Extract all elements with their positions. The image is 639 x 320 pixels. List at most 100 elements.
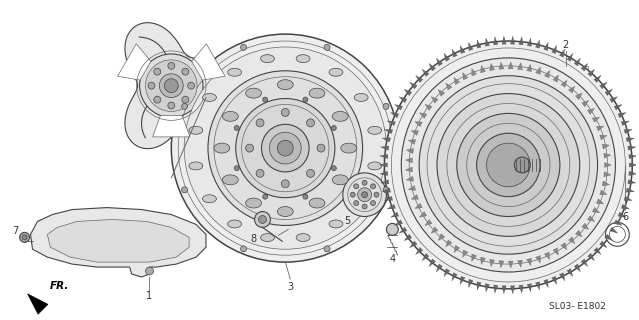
Ellipse shape [358,188,371,202]
Polygon shape [610,227,618,233]
Ellipse shape [181,187,187,193]
Polygon shape [406,176,413,181]
Polygon shape [452,273,458,281]
Polygon shape [404,89,412,96]
Polygon shape [605,234,613,241]
Polygon shape [569,86,575,93]
Polygon shape [408,186,415,190]
Polygon shape [551,45,557,54]
Polygon shape [567,268,573,276]
Polygon shape [499,261,504,268]
Ellipse shape [324,44,330,50]
Ellipse shape [154,68,161,75]
Polygon shape [493,285,498,293]
Polygon shape [406,148,413,154]
Polygon shape [561,80,567,87]
Polygon shape [626,188,635,192]
Ellipse shape [354,201,358,205]
Polygon shape [381,146,389,150]
Polygon shape [567,53,573,61]
Polygon shape [394,104,403,110]
Polygon shape [411,131,419,135]
Polygon shape [410,241,417,248]
Polygon shape [415,203,422,208]
Ellipse shape [303,194,308,199]
Polygon shape [502,36,506,44]
Polygon shape [544,252,550,260]
Ellipse shape [20,232,29,242]
Polygon shape [399,227,407,233]
Ellipse shape [332,175,348,185]
Ellipse shape [235,125,239,131]
Polygon shape [596,199,604,204]
Polygon shape [544,42,548,51]
Polygon shape [477,282,481,290]
Polygon shape [535,256,541,263]
Polygon shape [419,113,427,118]
Polygon shape [629,171,637,175]
Polygon shape [438,90,445,96]
Ellipse shape [401,58,615,272]
Polygon shape [429,259,436,267]
Polygon shape [599,241,607,248]
Polygon shape [387,204,396,209]
Ellipse shape [263,97,268,102]
Polygon shape [624,129,632,134]
Polygon shape [415,122,422,127]
Polygon shape [446,240,452,247]
Polygon shape [472,68,477,76]
Ellipse shape [182,68,189,75]
Ellipse shape [203,93,217,101]
Polygon shape [489,63,495,71]
Ellipse shape [514,157,530,173]
Ellipse shape [227,68,242,76]
Polygon shape [489,259,495,267]
Polygon shape [626,138,635,142]
Polygon shape [404,234,412,241]
Polygon shape [419,212,427,217]
Text: 1: 1 [146,291,153,301]
Ellipse shape [383,187,389,193]
Text: 7: 7 [13,226,19,236]
Ellipse shape [188,82,195,89]
Polygon shape [485,38,489,46]
Ellipse shape [261,234,274,242]
Text: 8: 8 [250,234,257,244]
Polygon shape [118,44,151,80]
Polygon shape [527,64,532,72]
Ellipse shape [343,173,387,217]
Polygon shape [581,223,589,229]
Polygon shape [560,49,565,57]
Ellipse shape [263,194,268,199]
Ellipse shape [332,125,336,131]
Polygon shape [468,42,473,51]
Ellipse shape [222,111,238,121]
Ellipse shape [222,175,238,185]
Polygon shape [604,172,611,177]
Ellipse shape [317,144,325,152]
Ellipse shape [329,220,343,228]
Polygon shape [560,273,565,281]
Text: FR.: FR. [49,281,69,291]
Ellipse shape [296,234,310,242]
Ellipse shape [362,192,367,198]
Polygon shape [454,245,460,252]
Ellipse shape [182,96,189,103]
Polygon shape [493,37,498,45]
Polygon shape [452,49,458,57]
Polygon shape [436,264,442,272]
Ellipse shape [362,180,367,185]
Polygon shape [431,227,438,233]
Ellipse shape [368,162,381,170]
Polygon shape [581,259,588,267]
Ellipse shape [189,126,203,134]
Ellipse shape [374,192,379,197]
Polygon shape [415,76,423,83]
Ellipse shape [208,71,362,225]
Polygon shape [544,70,550,78]
FancyBboxPatch shape [553,66,588,259]
Polygon shape [553,248,558,255]
Polygon shape [519,285,523,293]
Ellipse shape [368,126,381,134]
Ellipse shape [261,55,274,63]
